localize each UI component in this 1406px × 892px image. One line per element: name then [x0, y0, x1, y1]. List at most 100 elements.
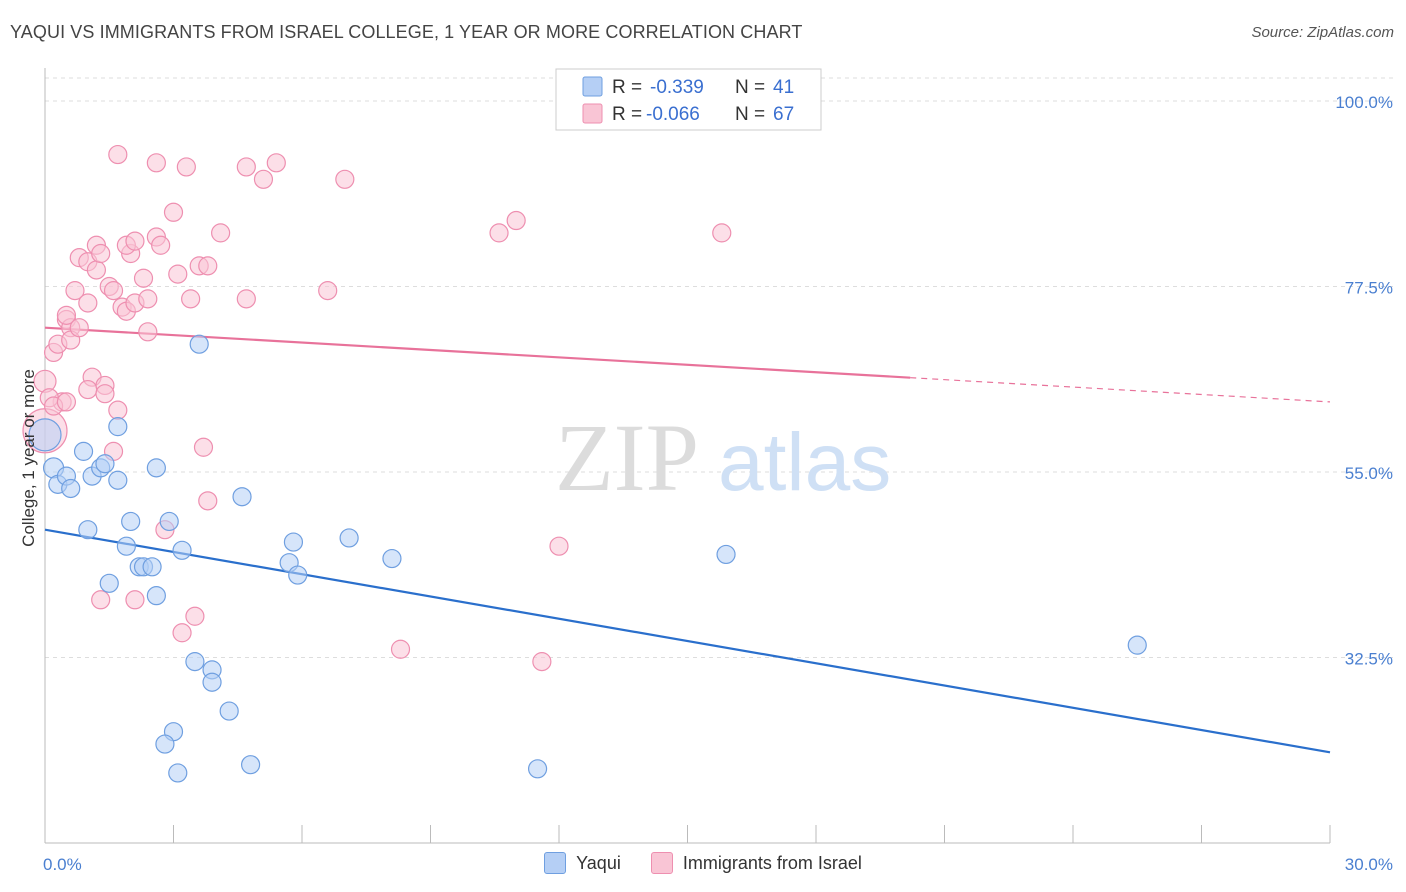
point-yaqui	[146, 586, 166, 606]
point-israel	[91, 243, 111, 264]
chart-source: Source: ZipAtlas.com	[1251, 24, 1394, 41]
point-yaqui	[339, 528, 359, 548]
point-israel	[108, 400, 128, 420]
y-tick-label: 32.5%	[1345, 649, 1393, 668]
point-yaqui	[78, 520, 98, 540]
point-israel	[86, 260, 107, 280]
point-yaqui	[142, 557, 162, 577]
series-yaqui	[28, 334, 1147, 783]
trend-lines	[44, 326, 1331, 754]
y-tick-label: 55.0%	[1345, 464, 1393, 483]
point-israel	[56, 392, 77, 412]
point-israel	[78, 293, 98, 313]
y-axis-title: College, 1 year or more	[19, 369, 38, 547]
point-israel	[266, 153, 286, 173]
point-israel	[125, 590, 145, 610]
point-israel	[103, 281, 124, 301]
bottom-legend-label-israel: Immigrants from Israel	[682, 852, 862, 873]
x-tick-label: 0.0%	[43, 855, 82, 874]
point-israel	[133, 268, 154, 288]
point-yaqui	[382, 548, 402, 569]
point-yaqui	[28, 418, 62, 452]
watermark-zip: ZIP	[555, 404, 699, 511]
point-israel	[91, 590, 111, 610]
legend-n-value-2: 67	[773, 104, 794, 125]
point-yaqui	[168, 763, 188, 783]
point-israel	[146, 153, 166, 173]
point-yaqui	[716, 544, 736, 565]
point-israel	[65, 281, 85, 301]
y-tick-label: 77.5%	[1345, 278, 1393, 297]
point-israel	[253, 169, 274, 189]
legend-n-value-1: 41	[773, 77, 794, 98]
bottom-legend-yaqui: Yaqui	[544, 852, 621, 874]
point-yaqui	[155, 734, 175, 754]
point-israel	[78, 379, 98, 400]
bottom-legend-swatch-israel	[650, 852, 673, 874]
point-israel	[185, 606, 205, 626]
legend-r-label-2: R =	[612, 104, 642, 125]
data-points	[22, 144, 1147, 783]
legend-r-label-1: R =	[612, 77, 642, 98]
watermark-atlas: atlas	[718, 417, 891, 508]
point-israel	[211, 223, 231, 243]
point-yaqui	[108, 417, 128, 437]
chart-title: YAQUI VS IMMIGRANTS FROM ISRAEL COLLEGE,…	[10, 22, 803, 42]
point-yaqui	[73, 441, 94, 461]
point-israel	[506, 210, 526, 231]
point-israel	[168, 264, 188, 284]
point-yaqui	[146, 458, 166, 478]
y-tick-labels: 100.0% 77.5% 55.0% 32.5%	[1335, 93, 1393, 669]
point-yaqui	[95, 454, 115, 474]
legend-box: R = -0.339 N = 41 R = -0.066 N = 67	[555, 68, 822, 131]
point-yaqui	[1127, 635, 1147, 655]
point-israel	[236, 157, 256, 177]
point-israel	[163, 202, 184, 222]
bottom-legend-israel: Immigrants from Israel	[650, 852, 862, 874]
point-israel	[176, 157, 196, 177]
point-israel	[69, 318, 89, 338]
point-israel	[56, 305, 77, 325]
point-israel	[318, 281, 338, 301]
point-israel	[181, 289, 201, 309]
legend-swatch-israel	[582, 103, 603, 124]
point-israel	[108, 144, 128, 165]
point-yaqui	[61, 478, 81, 499]
point-israel	[138, 289, 158, 309]
point-israel	[390, 639, 411, 659]
point-israel	[198, 256, 218, 276]
point-yaqui	[159, 511, 179, 532]
legend-r-value-1: -0.339	[650, 77, 704, 98]
point-israel	[712, 223, 732, 243]
point-yaqui	[219, 701, 239, 721]
point-yaqui	[172, 540, 192, 560]
point-israel	[198, 491, 218, 511]
point-yaqui	[202, 672, 222, 692]
bottom-legend-label-yaqui: Yaqui	[576, 852, 621, 873]
legend-r-value-2: -0.066	[646, 104, 700, 125]
point-yaqui	[108, 470, 128, 490]
trend-line-israel	[44, 326, 911, 379]
point-israel	[489, 223, 509, 243]
point-yaqui	[185, 652, 205, 672]
point-yaqui	[232, 487, 252, 507]
point-israel	[125, 231, 145, 251]
x-tick-labels: 0.0% 30.0%	[43, 855, 1393, 874]
point-yaqui	[189, 334, 209, 354]
axes	[44, 68, 1331, 844]
trend-line-dashed-israel	[910, 377, 1331, 403]
point-yaqui	[121, 511, 141, 532]
legend-swatch-yaqui	[582, 76, 603, 97]
legend-n-label-1: N =	[735, 77, 765, 98]
point-yaqui	[527, 759, 548, 779]
legend-n-label-2: N =	[735, 104, 765, 125]
point-israel	[335, 169, 355, 189]
point-yaqui	[116, 536, 136, 556]
point-yaqui	[283, 532, 304, 552]
bottom-legend: Yaqui Immigrants from Israel	[0, 852, 1406, 874]
point-israel	[236, 289, 256, 309]
point-israel	[193, 437, 214, 457]
point-israel	[549, 536, 569, 556]
trend-line-yaqui	[44, 528, 1331, 754]
